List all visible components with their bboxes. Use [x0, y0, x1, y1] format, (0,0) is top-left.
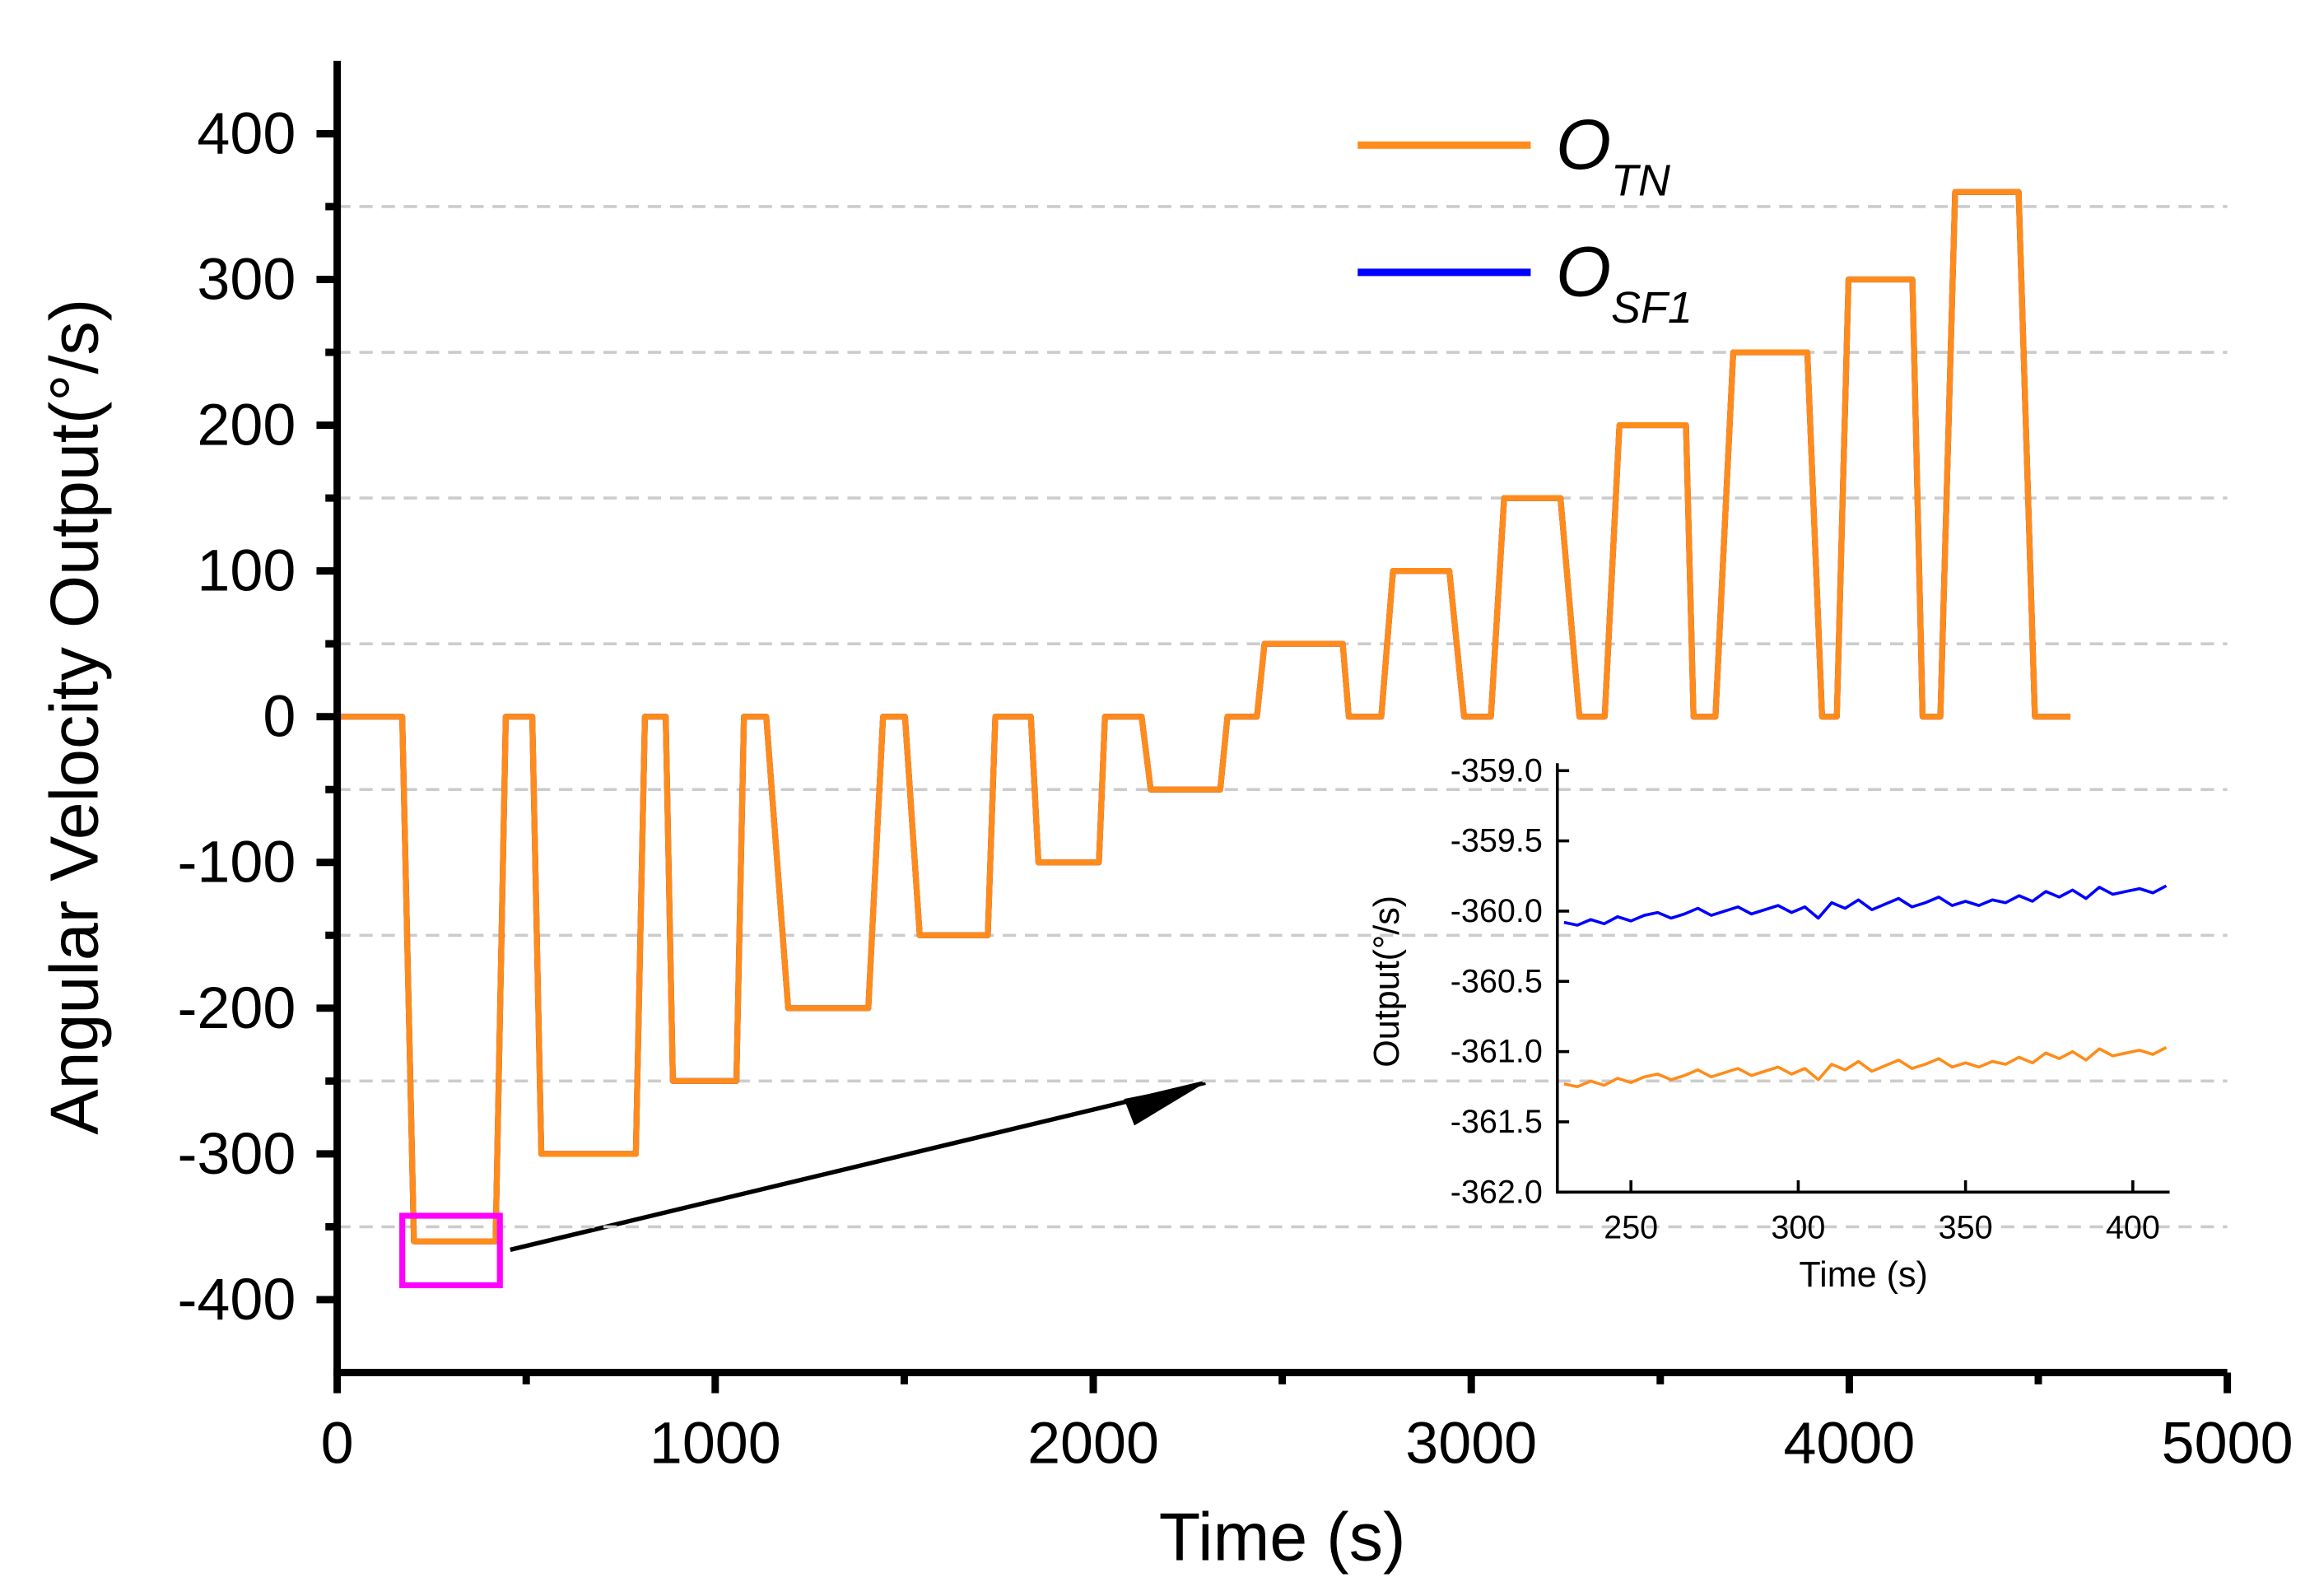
y-tick-label: -359.0: [1451, 752, 1543, 789]
arrow-head: [1124, 1082, 1206, 1126]
x-tick-label: 0: [321, 1411, 354, 1477]
y-tick-label: -400: [177, 1267, 296, 1333]
y-tick-label: -359.5: [1451, 823, 1543, 859]
x-axis-title: Time (s): [1799, 1255, 1927, 1295]
x-tick-label: 300: [1771, 1209, 1825, 1245]
x-tick-label: 1000: [650, 1411, 781, 1477]
x-tick-label: 2000: [1027, 1411, 1159, 1477]
y-tick-label: -300: [177, 1121, 296, 1187]
legend-name: O: [1556, 233, 1611, 312]
y-tick-label: 400: [197, 100, 296, 166]
x-axis-title: Time (s): [1159, 1498, 1406, 1575]
y-tick-label: -362.0: [1451, 1174, 1543, 1210]
y-tick-label: -200: [177, 975, 296, 1041]
legend-subscript: SF1: [1611, 283, 1693, 333]
y-tick-label: -360.5: [1451, 963, 1543, 999]
legend-name: O: [1556, 105, 1611, 184]
zoom-box: [399, 1212, 503, 1289]
x-tick-label: 400: [2106, 1209, 2160, 1245]
legend-subscript: TN: [1611, 156, 1670, 205]
series-line: [1563, 884, 2168, 927]
series-line: [1563, 1045, 2168, 1089]
legend-label: OTN: [1556, 105, 1670, 205]
x-tick-label: 4000: [1783, 1411, 1915, 1477]
y-axis-title: Output(°/s): [1367, 896, 1407, 1068]
y-tick-label: -360.0: [1451, 893, 1543, 929]
zoom-arrow: [510, 1080, 1206, 1252]
x-tick-label: 350: [1939, 1209, 1993, 1245]
series-line: [337, 188, 2071, 1245]
y-tick-label: 300: [197, 247, 296, 313]
y-tick-label: -100: [177, 830, 296, 896]
x-tick-label: 250: [1604, 1209, 1658, 1245]
y-tick-label: -361.5: [1451, 1104, 1543, 1140]
y-tick-label: 0: [263, 684, 296, 750]
y-tick-label: 100: [197, 538, 296, 604]
x-tick-label: 5000: [2162, 1411, 2293, 1477]
y-axis-title: Angular Velocity Output(°/s): [35, 299, 112, 1135]
y-tick-label: -361.0: [1451, 1034, 1543, 1070]
y-tick-label: 200: [197, 393, 296, 458]
legend-label: OSF1: [1556, 233, 1693, 333]
x-tick-label: 3000: [1405, 1411, 1537, 1477]
